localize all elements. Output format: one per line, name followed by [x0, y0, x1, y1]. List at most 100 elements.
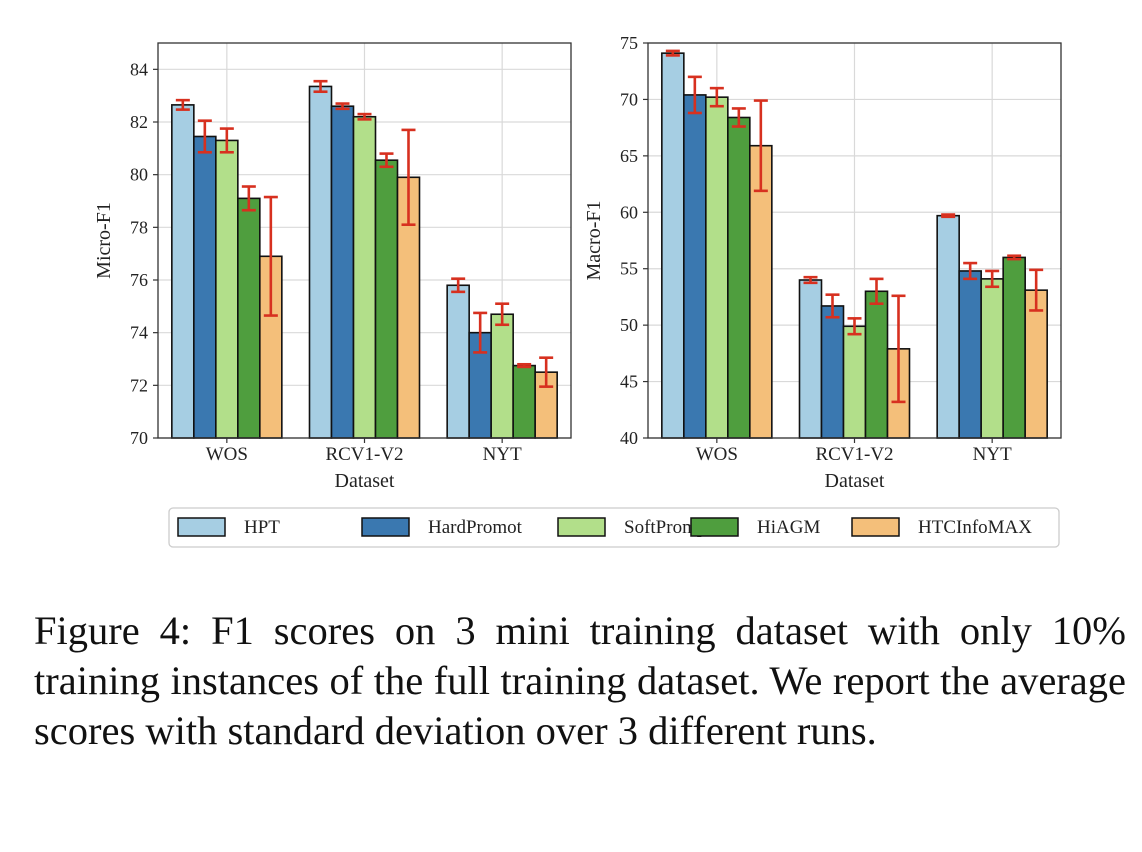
error-bar-hpt-rcv1-v2: [313, 79, 328, 94]
legend-swatch: [177, 517, 226, 537]
error-bar-hiagm-nyt: [517, 362, 532, 369]
bar-hpt-wos: [661, 52, 685, 439]
error-bar-hardpromot-rcv1-v2: [335, 102, 350, 111]
legend-item-hardpromot: HardPromot: [361, 517, 523, 538]
bar-hpt-rcv1-v2: [798, 279, 823, 439]
error-bar-hardpromot-wos: [687, 75, 702, 115]
bar-hpt-nyt: [446, 284, 470, 439]
legend-label: HiAGM: [757, 517, 820, 538]
legend-swatch: [690, 517, 739, 537]
error-bar-htcinfomax-nyt: [539, 356, 554, 388]
error-bar-softprompt-rcv1-v2: [357, 112, 372, 121]
error-bar-hardpromot-rcv1-v2: [825, 293, 840, 319]
error-bar-hardpromot-nyt: [963, 261, 978, 281]
error-bar-htcinfomax-wos: [753, 99, 768, 193]
legend-item-hpt: HPT: [177, 517, 280, 538]
legend-item-htcinfomax: HTCInfoMAX: [851, 517, 1032, 538]
bar-softprompt-wos: [705, 96, 729, 439]
x-axis-label: Dataset: [825, 470, 885, 492]
x-tick-label: WOS: [696, 444, 738, 465]
bar-softprompt-rcv1-v2: [842, 325, 867, 439]
error-bar-hiagm-rcv1-v2: [869, 277, 884, 306]
figure-charts: 70 72 74 76 78 80 82 84 WOS RCV1-V2 NYT Dataset Micr…: [93, 33, 1062, 548]
error-bar-softprompt-wos: [219, 127, 234, 154]
error-bar-hiagm-nyt: [1007, 254, 1022, 261]
x-tick-label: RCV1-V2: [325, 444, 403, 465]
legend-swatch: [851, 517, 900, 537]
bar-htcinfomax-nyt: [1024, 289, 1048, 439]
bar-hardpromot-wos: [683, 94, 707, 439]
y-tick-label: 55: [620, 259, 638, 279]
y-tick-label: 76: [130, 270, 148, 290]
error-bar-htcinfomax-nyt: [1029, 268, 1044, 312]
error-bar-hiagm-wos: [241, 185, 256, 212]
x-tick-label: WOS: [206, 444, 248, 465]
bar-softprompt-nyt: [980, 278, 1004, 439]
y-tick-label: 70: [130, 428, 148, 448]
error-bar-softprompt-wos: [709, 86, 724, 108]
error-bar-hardpromot-wos: [197, 119, 212, 154]
legend-swatch: [557, 517, 606, 537]
error-bar-softprompt-rcv1-v2: [847, 317, 862, 336]
bar-softprompt-rcv1-v2: [352, 115, 377, 439]
bar-hiagm-nyt: [1002, 256, 1026, 439]
chart-macro-f1: 40 45 50 55 60 65 70 75 WOS RCV1-V2 NYT Dataset Macr…: [583, 33, 1062, 492]
error-bar-htcinfomax-rcv1-v2: [401, 128, 416, 226]
y-tick-label: 45: [620, 372, 638, 392]
bar-hiagm-wos: [727, 116, 751, 439]
bar-hardpromot-rcv1-v2: [820, 305, 845, 439]
bar-hardpromot-rcv1-v2: [330, 105, 355, 439]
y-tick-label: 50: [620, 315, 638, 335]
error-bar-hardpromot-nyt: [473, 311, 488, 354]
y-axis-label: Micro-F1: [93, 202, 115, 279]
error-bar-softprompt-nyt: [495, 302, 510, 327]
bar-hardpromot-wos: [193, 135, 217, 439]
legend-item-hiagm: HiAGM: [690, 517, 820, 538]
error-bar-softprompt-nyt: [985, 269, 1000, 289]
y-tick-label: 74: [130, 323, 148, 343]
x-tick-label: NYT: [483, 444, 522, 465]
error-bar-hpt-nyt: [451, 277, 466, 294]
chart-micro-f1: 70 72 74 76 78 80 82 84 WOS RCV1-V2 NYT Dataset Micr…: [93, 42, 572, 492]
bar-hiagm-nyt: [512, 364, 536, 439]
bar-hiagm-rcv1-v2: [374, 159, 399, 439]
bar-hiagm-rcv1-v2: [864, 290, 889, 439]
y-tick-label: 75: [620, 33, 638, 53]
bar-hpt-wos: [171, 104, 195, 439]
legend-label: HTCInfoMAX: [918, 517, 1032, 538]
error-bar-htcinfomax-rcv1-v2: [891, 294, 906, 404]
y-tick-label: 60: [620, 202, 638, 222]
bar-softprompt-nyt: [490, 313, 514, 439]
x-tick-label: RCV1-V2: [815, 444, 893, 465]
bar-hardpromot-nyt: [958, 270, 982, 439]
error-bar-hiagm-rcv1-v2: [379, 152, 394, 169]
x-tick-label: NYT: [973, 444, 1012, 465]
legend-swatch: [361, 517, 410, 537]
y-axis-label: Macro-F1: [583, 201, 605, 281]
error-bar-hpt-nyt: [941, 213, 956, 219]
bar-softprompt-wos: [215, 139, 239, 439]
legend-label: HPT: [244, 517, 280, 538]
error-bar-htcinfomax-wos: [263, 195, 278, 317]
y-tick-label: 70: [620, 89, 638, 109]
bar-hpt-nyt: [936, 214, 960, 439]
figure-caption: Figure 4: F1 scores on 3 mini training d…: [34, 606, 1126, 756]
caption-text: Figure 4: F1 scores on 3 mini training d…: [34, 608, 1126, 753]
error-bar-hiagm-wos: [731, 107, 746, 128]
legend-label: HardPromot: [428, 517, 523, 538]
y-tick-label: 80: [130, 165, 148, 185]
bar-hiagm-wos: [237, 197, 261, 439]
error-bar-hpt-wos: [175, 98, 190, 111]
y-tick-label: 65: [620, 146, 638, 166]
error-bar-hpt-rcv1-v2: [803, 275, 818, 285]
y-tick-label: 72: [130, 375, 148, 395]
error-bar-hpt-wos: [665, 49, 680, 57]
legend-item-softprompt: SoftPrompt: [557, 517, 712, 538]
x-axis-label: Dataset: [335, 470, 395, 492]
y-tick-label: 40: [620, 428, 638, 448]
y-tick-label: 82: [130, 112, 148, 132]
legend: HPT HardPromot SoftPrompt HiAGM HTCInfoMAX: [168, 507, 1060, 548]
y-tick-label: 84: [130, 59, 148, 79]
bar-hpt-rcv1-v2: [308, 85, 333, 439]
y-tick-label: 78: [130, 217, 148, 237]
